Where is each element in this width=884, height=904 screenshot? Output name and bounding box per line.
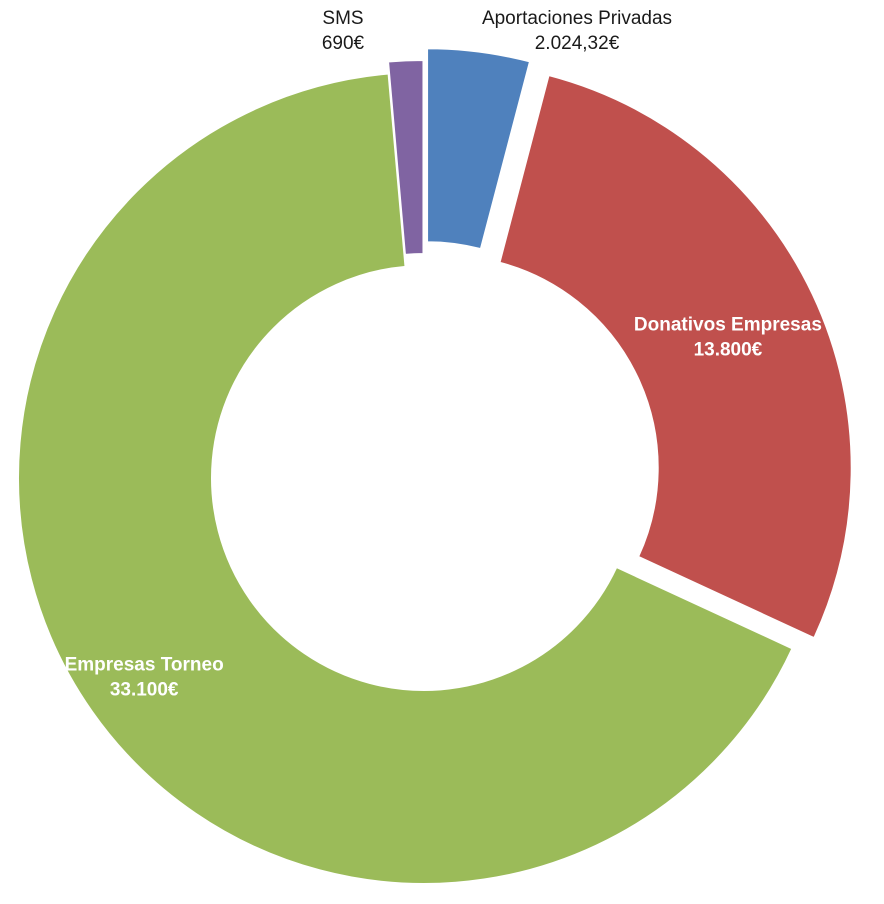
slice-value-label: 690€ — [322, 33, 365, 54]
slice-category-label: Donativos Empresas — [634, 315, 822, 336]
labels-group: Aportaciones Privadas 2.024,32€ Donativos … — [65, 8, 822, 701]
data-label-sms: SMS 690€ — [322, 8, 365, 54]
slice-value-label: 33.100€ — [110, 680, 179, 701]
data-label-donativos-empresas: Donativos Empresas 13.800€ — [634, 315, 822, 361]
slice-sms — [386, 59, 425, 256]
slice-category-label: SMS — [322, 8, 363, 29]
data-label-aportaciones-privadas: Aportaciones Privadas 2.024,32€ — [482, 8, 672, 54]
slice-donativos-empresas — [498, 73, 853, 640]
slice-aportaciones-privadas — [426, 47, 532, 251]
slice-value-label: 2.024,32€ — [535, 33, 620, 54]
slice-category-label: Empresas Torneo — [65, 655, 224, 676]
slice-value-label: 13.800€ — [694, 340, 763, 361]
data-label-empresas-torneo: Empresas Torneo 33.100€ — [65, 655, 224, 701]
slice-empresas-torneo — [17, 72, 794, 885]
slices-group — [17, 47, 853, 885]
slice-category-label: Aportaciones Privadas — [482, 8, 672, 29]
